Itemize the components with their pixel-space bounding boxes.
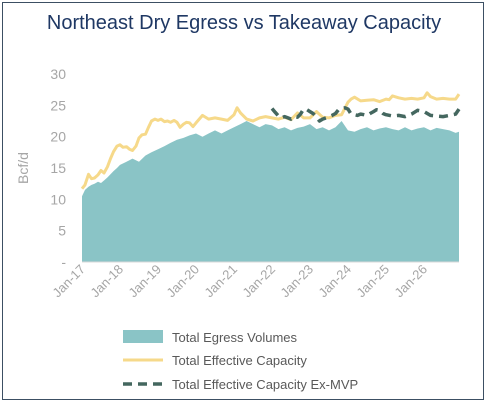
y-axis-label: Bcf/d	[15, 152, 31, 184]
y-tick-label: 20	[50, 129, 66, 145]
x-tick-label: Jan-24	[315, 262, 354, 301]
legend-label: Total Effective Capacity Ex-MVP	[172, 377, 358, 392]
legend-label: Total Effective Capacity	[172, 353, 307, 368]
y-tick-label: 15	[50, 160, 66, 176]
x-tick-label: Jan-18	[87, 262, 126, 301]
y-tick-label: 5	[58, 223, 66, 239]
x-tick-label: Jan-17	[49, 262, 88, 301]
y-tick-label: 10	[50, 191, 66, 207]
legend: Total Egress Volumes Total Effective Capa…	[123, 330, 358, 392]
legend-label: Total Egress Volumes	[172, 330, 298, 345]
capacity-line-layer	[80, 91, 461, 190]
series-effective-capacity-line	[80, 91, 461, 190]
series-egress-area	[82, 121, 459, 262]
x-tick-label: Jan-25	[353, 262, 392, 301]
x-tick-label: Jan-26	[391, 262, 430, 301]
egress-area-layer	[82, 121, 459, 262]
legend-swatch-egress	[123, 330, 163, 343]
series-ex-mvp-dashed-line	[270, 106, 461, 123]
x-tick-label: Jan-19	[125, 262, 164, 301]
x-tick-label: Jan-21	[201, 262, 240, 301]
y-tick-label: -	[61, 254, 66, 270]
y-tick-label: 25	[50, 97, 66, 113]
x-tick-label: Jan-23	[277, 262, 316, 301]
chart-title: Northeast Dry Egress vs Takeaway Capacit…	[46, 12, 442, 34]
x-tick-label: Jan-20	[163, 262, 202, 301]
y-tick-label: 30	[50, 66, 66, 82]
x-tick-label: Jan-22	[239, 262, 278, 301]
